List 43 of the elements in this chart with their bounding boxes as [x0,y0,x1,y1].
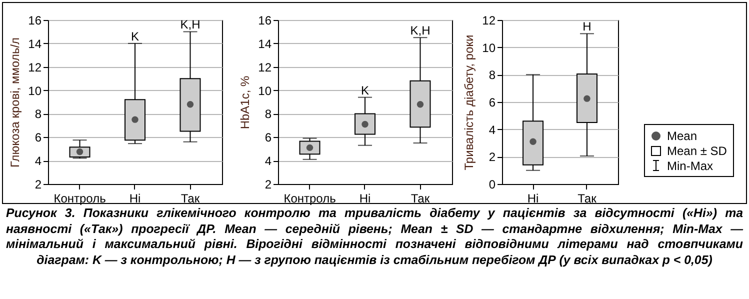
y-axis-title: HbA1c, % [238,75,252,130]
x-tick-label: Контроль [54,192,106,206]
y-tick-label: 8 [34,107,42,122]
x-tick-label: Так [578,192,598,206]
y-tick-label: 2 [264,178,272,192]
y-tick-label: 4 [488,122,496,137]
y-tick-label: 8 [264,107,272,122]
text: Mean [667,128,698,142]
y-tick-label: 10 [258,84,272,98]
x-tick-label: Ні [527,192,539,206]
y-axis-title: Тривалість діабету, роки [462,34,476,170]
y-tick-label: 10 [482,40,496,55]
x-tick-label: Ні [129,192,141,206]
annotation: K,H [410,24,430,38]
annotation: K,H [180,18,200,32]
text: Рисунок 3. Показники глікемічного контролю та тривалість діабету у пацієнтів за відсутності («Ні») та наявності («Так») прогресії ДР. Mean — середній рівень; Mean ± SD — стандартне відхилення; Min-Max — мінімальний і максимальний рівні. Вірогідні відмінності позначені відповідними літерами над стовпчиками діаграм: K — з контрольною; H — з групою пацієнтів із стабільним перебігом ДР (у всіх випадках p < 0,05) [6,206,743,268]
y-tick-label: 14 [28,36,42,51]
y-tick-label: 16 [258,14,272,28]
y-tick-label: 8 [488,68,496,82]
y-tick-label: 12 [482,14,496,28]
annotation: H [582,20,592,34]
text: Min-Max [667,158,714,172]
y-tick-label: 10 [28,84,42,98]
x-tick-label: Так [180,192,200,206]
y-tick-label: 2 [34,178,42,192]
y-tick-label: 16 [28,14,42,28]
y-tick-label: 12 [258,60,272,74]
y-tick-label: 6 [34,130,42,145]
x-tick-label: Так [410,192,430,206]
y-tick-label: 12 [28,60,42,74]
y-axis-title: Глюкоза крові, ммоль/л [8,37,22,168]
y-tick-label: 0 [488,178,496,192]
x-tick-label: Ні [359,192,371,206]
y-tick-label: 14 [258,36,272,51]
y-tick-label: 4 [34,154,42,168]
x-tick-label: Контроль [284,192,336,206]
annotation: K [130,29,140,44]
y-tick-label: 4 [264,154,272,168]
y-tick-label: 2 [488,150,496,164]
y-tick-label: 6 [488,96,496,110]
y-tick-label: 6 [264,130,272,145]
text: Mean ± SD [667,144,727,158]
annotation: K [360,83,370,98]
